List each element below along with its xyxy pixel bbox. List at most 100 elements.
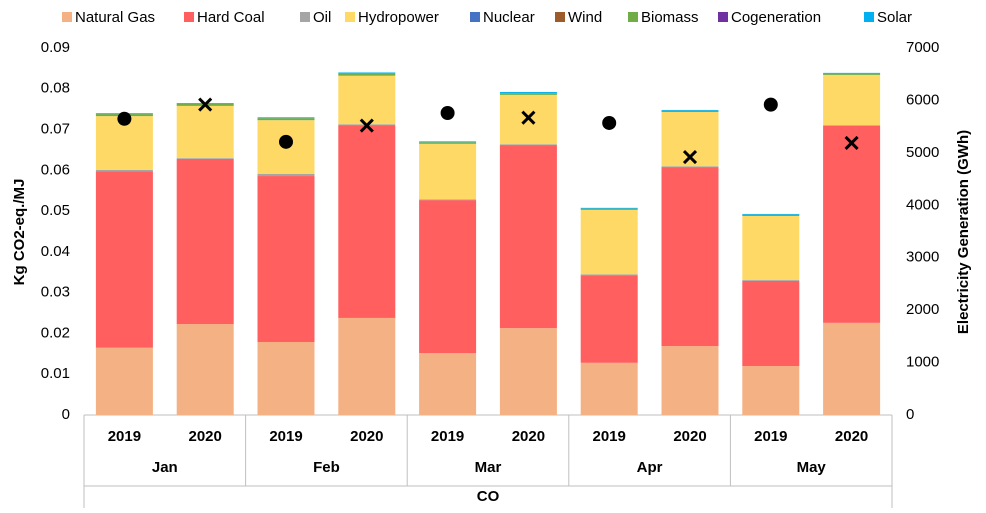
bar-segment	[419, 200, 477, 354]
bar-segment	[419, 353, 477, 415]
bar-segment	[742, 216, 800, 281]
legend-label: Hydropower	[358, 9, 439, 26]
x-tick-label: 2020	[835, 428, 868, 445]
bar-segment	[499, 92, 557, 94]
x-tick-label: 2019	[754, 428, 787, 445]
legend-label: Solar	[877, 9, 912, 26]
bar-segment	[823, 125, 881, 126]
bar-segment	[95, 347, 153, 415]
bar-segment	[823, 74, 881, 126]
marker	[359, 118, 374, 133]
bar-segment	[176, 324, 234, 415]
marker	[117, 111, 132, 126]
bar-segment	[580, 209, 638, 275]
y-tick-label: 0.04	[41, 243, 70, 260]
bar-segment	[338, 75, 396, 125]
legend-label: Cogeneration	[731, 9, 821, 26]
bar-segment	[742, 280, 800, 367]
x-tick-label: 2020	[350, 428, 383, 445]
bar-segment	[823, 125, 881, 323]
legend-label: Biomass	[641, 9, 699, 26]
y-tick-label: 0.05	[41, 202, 70, 219]
legend-label: Wind	[568, 9, 602, 26]
bar-segment	[338, 73, 396, 76]
legend-swatch	[62, 12, 72, 22]
y2-tick-label: 6000	[906, 91, 939, 108]
legend-swatch	[718, 12, 728, 22]
legend-swatch	[300, 12, 310, 22]
y-tick-label: 0	[62, 406, 70, 423]
bar-segment	[257, 174, 315, 177]
bar-segment	[257, 342, 315, 415]
bar-segment	[338, 125, 396, 318]
bar-segment	[419, 141, 477, 143]
marker-stroke	[198, 97, 213, 112]
marker	[521, 110, 536, 125]
bar-segment	[176, 158, 234, 159]
marker	[440, 106, 455, 121]
marker	[602, 115, 617, 130]
y2-tick-label: 3000	[906, 249, 939, 266]
x-tick-label: 2019	[108, 428, 141, 445]
legend-label: Oil	[313, 9, 331, 26]
bar-segment	[419, 143, 477, 200]
group-label: Apr	[637, 459, 663, 476]
legend-label: Nuclear	[483, 9, 535, 26]
bar-segment	[580, 274, 638, 276]
y2-tick-label: 1000	[906, 354, 939, 371]
marker	[844, 135, 859, 150]
marker-stroke	[521, 110, 536, 125]
bar-segment	[580, 208, 638, 210]
y2-tick-label: 7000	[906, 39, 939, 56]
bar-segment	[95, 171, 153, 348]
bar-segment	[661, 109, 719, 111]
marker-stroke	[359, 118, 374, 133]
bar-segment	[257, 117, 315, 119]
marker	[682, 149, 698, 165]
x-axis-title: CO	[477, 488, 500, 505]
y2-tick-label: 4000	[906, 196, 939, 213]
bar-segment	[257, 118, 315, 121]
y-tick-label: 0.06	[41, 161, 70, 178]
bar-segment	[499, 144, 557, 146]
bar-segment	[580, 275, 638, 363]
x-tick-label: 2020	[512, 428, 545, 445]
x-tick-label: 2020	[673, 428, 706, 445]
y-tick-label: 0.09	[41, 39, 70, 56]
marker	[763, 97, 778, 112]
y2-axis-title: Electricity Generation (GWh)	[955, 130, 972, 334]
legend-swatch	[470, 12, 480, 22]
bar-segment	[176, 105, 234, 159]
bar-segment	[742, 213, 800, 215]
group-label: May	[797, 459, 827, 476]
marker-stroke	[844, 135, 859, 150]
group-label: Mar	[475, 459, 502, 476]
x-tick-label: 2019	[593, 428, 626, 445]
bar-segment	[661, 110, 719, 113]
bar-segment	[419, 142, 477, 144]
legend-swatch	[345, 12, 355, 22]
bar-segment	[338, 72, 396, 74]
x-tick-label: 2019	[269, 428, 302, 445]
bar-segment	[580, 362, 638, 415]
x-tick-label: 2019	[431, 428, 464, 445]
y2-tick-label: 0	[906, 406, 914, 423]
group-label: Jan	[152, 459, 178, 476]
group-label: Feb	[313, 459, 340, 476]
bar-segment	[338, 317, 396, 415]
bar-segment	[257, 176, 315, 343]
bar-segment	[823, 72, 881, 74]
y-tick-label: 0.01	[41, 365, 70, 382]
bar-segment	[742, 280, 800, 281]
bar-segment	[499, 93, 557, 95]
marker-stroke	[682, 149, 698, 165]
y-tick-label: 0.03	[41, 284, 70, 301]
bar-segment	[742, 214, 800, 217]
y-tick-label: 0.08	[41, 80, 70, 97]
bar-segment	[499, 328, 557, 415]
x-tick-label: 2020	[189, 428, 222, 445]
marker	[198, 97, 213, 112]
marker	[279, 134, 293, 149]
legend-label: Natural Gas	[75, 9, 155, 26]
